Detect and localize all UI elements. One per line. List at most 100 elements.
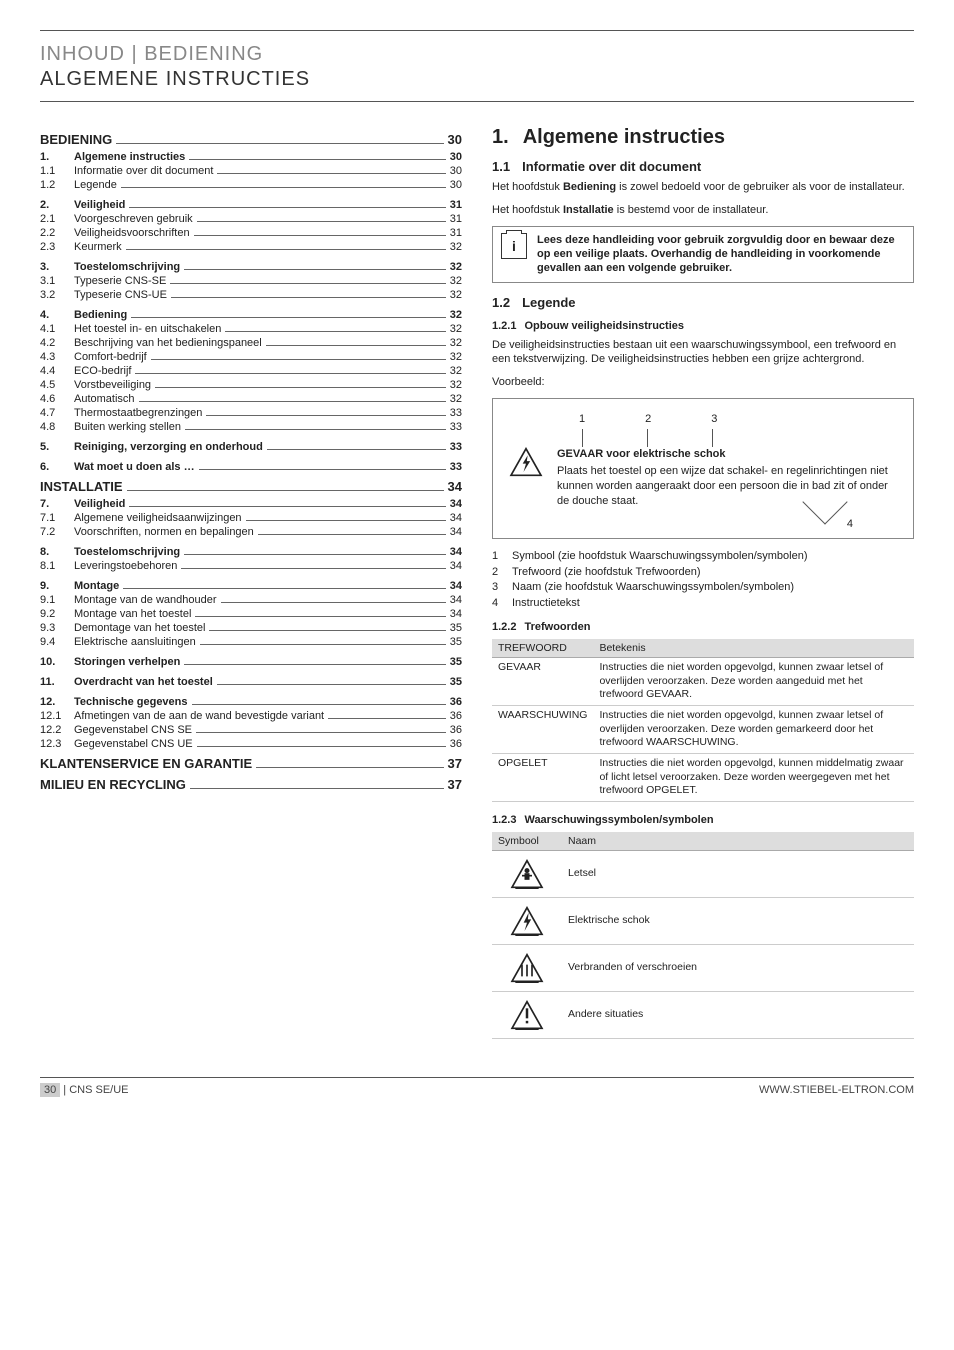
toc-leader (151, 359, 446, 360)
toc-leader (197, 746, 446, 747)
table-row: OPGELETInstructies die niet worden opgev… (492, 753, 914, 801)
toc-number: 12.3 (40, 738, 74, 750)
burn-icon (510, 953, 544, 983)
table-cell: OPGELET (492, 753, 593, 801)
example-box: 1 2 3 GEVAAR voor elektrische schok Plaa… (492, 398, 914, 539)
footer-right: WWW.STIEBEL-ELTRON.COM (759, 1084, 914, 1096)
toc-page: 37 (448, 777, 462, 792)
toc-number: 12.1 (40, 710, 74, 722)
toc-page: 35 (450, 636, 462, 648)
table-header: TREFWOORD (492, 639, 593, 658)
toc-page: 32 (450, 379, 462, 391)
toc-label: Afmetingen van de aan de wand bevestigde… (74, 710, 324, 722)
table-row: Verbranden of verschroeien (492, 944, 914, 991)
toc-label: Typeserie CNS-SE (74, 275, 166, 287)
toc-number: 2.1 (40, 213, 74, 225)
toc-row: 4.6Automatisch32 (40, 393, 462, 405)
toc-row: 4.Bediening32 (40, 309, 462, 321)
table-cell: Instructies die niet worden opgevolgd, k… (593, 705, 914, 753)
toc-page: 31 (450, 199, 462, 211)
toc-label: Buiten werking stellen (74, 421, 181, 433)
toc-page: 32 (450, 337, 462, 349)
table-cell: Instructies die niet worden opgevolgd, k… (593, 658, 914, 706)
toc-label: Bediening (74, 309, 127, 321)
toc-leader (217, 684, 446, 685)
toc-label: Technische gegevens (74, 696, 188, 708)
toc-page: 30 (450, 179, 462, 191)
toc-leader (170, 283, 445, 284)
callout-2: 2 (645, 413, 651, 425)
toc-row: 4.3Comfort-bedrijf32 (40, 351, 462, 363)
toc-leader (139, 401, 446, 402)
toc-number: 3.2 (40, 289, 74, 301)
toc-label: Montage van de wandhouder (74, 594, 217, 606)
toc-page: 34 (450, 546, 462, 558)
shock-icon (509, 447, 543, 477)
danger-title: GEVAAR voor elektrische schok (557, 447, 897, 462)
toc-label: Legende (74, 179, 117, 191)
toc-leader (256, 767, 443, 768)
toc-number: 9.4 (40, 636, 74, 648)
toc-row: KLANTENSERVICE EN GARANTIE37 (40, 756, 462, 771)
table-row: Letsel (492, 850, 914, 897)
toc-number: 5. (40, 441, 74, 453)
danger-text: GEVAAR voor elektrische schok Plaats het… (557, 447, 897, 508)
toc-page: 31 (450, 213, 462, 225)
voorbeeld-label: Voorbeeld: (492, 375, 914, 390)
toc-number: 9. (40, 580, 74, 592)
subsection-title: Informatie over dit document (522, 159, 701, 174)
text: Het hoofdstuk (492, 204, 563, 216)
toc-number: 12.2 (40, 724, 74, 736)
subsubsection-title: Trefwoorden (524, 621, 590, 633)
header-rule (40, 101, 914, 102)
table-cell: WAARSCHUWING (492, 705, 593, 753)
text: is zowel bedoeld voor de gebruiker als v… (616, 181, 905, 193)
paragraph: De veiligheidsinstructies bestaan uit ee… (492, 338, 914, 368)
toc-leader (200, 644, 446, 645)
toc-number: 7. (40, 498, 74, 510)
section-number: 1. (492, 126, 509, 149)
toc-label: Elektrische aansluitingen (74, 636, 196, 648)
toc-label: Reiniging, verzorging en onderhoud (74, 441, 263, 453)
info-box: i Lees deze handleiding voor gebruik zor… (492, 226, 914, 283)
legend-item: 3Naam (zie hoofdstuk Waarschuwingssymbol… (492, 580, 914, 595)
toc-page: 33 (450, 407, 462, 419)
toc-row: 8.1Leveringstoebehoren34 (40, 560, 462, 572)
legend-number: 3 (492, 580, 504, 595)
toc-label: Comfort-bedrijf (74, 351, 147, 363)
toc-number: 8. (40, 546, 74, 558)
legend-item: 2Trefwoord (zie hoofdstuk Trefwoorden) (492, 565, 914, 580)
toc-leader (209, 630, 445, 631)
toc-page: 35 (450, 622, 462, 634)
toc-page: 32 (450, 261, 462, 273)
legend-text: Symbool (zie hoofdstuk Waarschuwingssymb… (512, 549, 808, 564)
toc-page: 34 (450, 498, 462, 510)
toc-row: 4.1Het toestel in- en uitschakelen32 (40, 323, 462, 335)
toc-label: MILIEU EN RECYCLING (40, 777, 186, 792)
toc-page: 30 (450, 165, 462, 177)
toc-label: Veiligheid (74, 498, 125, 510)
toc-row: 4.4ECO-bedrijf32 (40, 365, 462, 377)
toc-leader (123, 588, 446, 589)
toc-page: 33 (450, 421, 462, 433)
toc-row: 2.3Keurmerk32 (40, 241, 462, 253)
toc-leader (184, 664, 445, 665)
toc-number: 4.5 (40, 379, 74, 391)
toc-leader (126, 249, 446, 250)
section-1-2-heading: 1.2 Legende (492, 295, 914, 310)
paragraph: Het hoofdstuk Installatie is bestemd voo… (492, 203, 914, 218)
toc-leader (135, 373, 445, 374)
toc-leader (189, 159, 445, 160)
toc-leader (199, 469, 446, 470)
subsection-title: Legende (522, 295, 575, 310)
trefwoorden-table: TREFWOORD Betekenis GEVAARInstructies di… (492, 639, 914, 802)
toc-label: Typeserie CNS-UE (74, 289, 167, 301)
subsubsection-number: 1.2.2 (492, 621, 516, 633)
toc-page: 34 (448, 479, 462, 494)
toc-leader (196, 732, 446, 733)
top-rule (40, 30, 914, 31)
toc-number: 9.3 (40, 622, 74, 634)
toc-row: 1.2Legende30 (40, 179, 462, 191)
toc-row: 3.1Typeserie CNS-SE32 (40, 275, 462, 287)
table-cell: Instructies die niet worden opgevolgd, k… (593, 753, 914, 801)
